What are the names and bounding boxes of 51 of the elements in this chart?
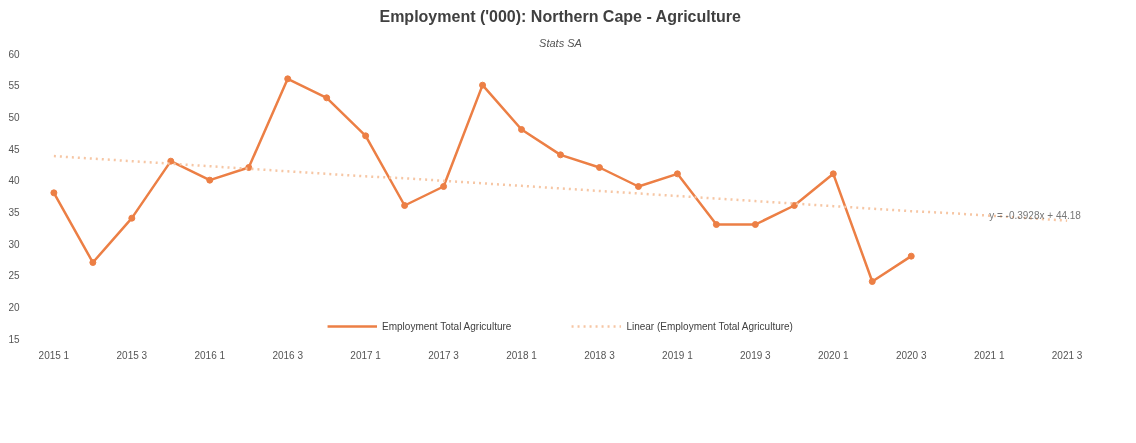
y-tick-label: 20 (8, 301, 20, 313)
point (479, 81, 487, 89)
x-tick-label: 2018 1 (506, 349, 538, 361)
x-tick-label: 2021 1 (973, 349, 1005, 361)
point (634, 183, 642, 190)
x-tick-label: 2019 3 (740, 349, 772, 361)
point (751, 221, 759, 228)
y-tick-label: 45 (8, 143, 20, 155)
x-tick-label: 2018 3 (584, 349, 616, 361)
y-tick-label: 50 (8, 111, 20, 123)
x-tick-label: 2017 1 (350, 349, 382, 361)
point (557, 151, 564, 159)
chart-title: Employment ('000): Northern Cape - Agriculture (379, 7, 742, 25)
point (89, 259, 97, 266)
point (712, 221, 720, 228)
point (128, 214, 136, 222)
x-tick-label: 2019 1 (662, 349, 694, 361)
y-tick-label: 30 (8, 238, 20, 250)
x-tick-label: 2021 3 (1051, 349, 1083, 361)
point (284, 75, 292, 83)
x-tick-label: 2015 3 (116, 349, 148, 361)
y-tick-label: 40 (8, 175, 20, 187)
x-tick-label: 2020 1 (818, 349, 850, 361)
point (829, 170, 837, 178)
x-tick-label: 2020 3 (895, 349, 927, 361)
legend-label: Linear (Employment Total Agriculture) (626, 320, 793, 332)
point (907, 252, 915, 260)
point (362, 132, 370, 140)
point (206, 176, 214, 184)
y-tick-label: 35 (8, 206, 20, 218)
x-tick-label: 2015 1 (38, 349, 70, 361)
point (167, 157, 175, 165)
legend-label: Employment Total Agriculture (382, 320, 512, 332)
point (595, 164, 603, 171)
y-tick-label: 15 (8, 333, 20, 345)
point (323, 94, 331, 102)
point (673, 170, 681, 178)
point (868, 278, 876, 285)
point (50, 189, 58, 197)
y-tick-label: 55 (8, 80, 20, 92)
point (790, 202, 798, 209)
annotation: y = -0.3928x + 44.18 (989, 209, 1082, 221)
y-tick-label: 25 (8, 270, 20, 282)
x-tick-label: 2016 1 (194, 349, 226, 361)
point (401, 202, 409, 209)
x-tick-label: 2016 3 (272, 349, 304, 361)
x-tick-label: 2017 3 (428, 349, 460, 361)
point (440, 183, 448, 190)
chart-subtitle: Stats SA (539, 36, 582, 49)
point (518, 126, 526, 133)
y-tick-label: 60 (8, 48, 20, 60)
